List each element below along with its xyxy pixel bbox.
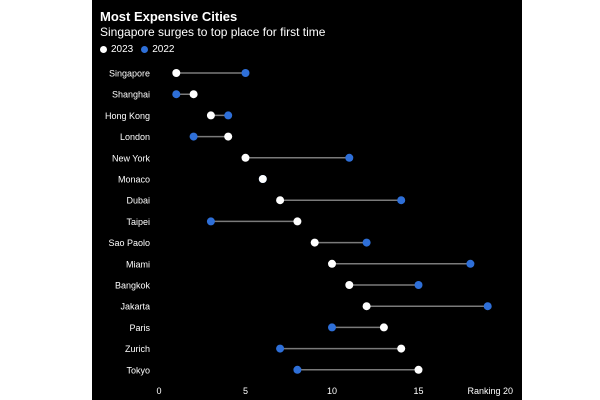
- x-tick-label: 15: [413, 386, 423, 396]
- chart-panel: Most Expensive Cities Singapore surges t…: [92, 0, 522, 400]
- category-label: New York: [112, 153, 151, 163]
- row-hong-kong: Hong Kong: [105, 111, 233, 121]
- row-monaco: Monaco: [118, 175, 267, 185]
- dot-2023: [379, 323, 388, 332]
- legend-item-2022: 2022: [141, 44, 175, 55]
- category-label: Miami: [126, 259, 150, 269]
- dot-2023: [241, 153, 250, 162]
- x-tick-label: Ranking 20: [467, 386, 513, 396]
- dot-2022: [276, 344, 285, 353]
- x-tick-label: 0: [156, 386, 161, 396]
- row-new-york: New York: [112, 153, 354, 163]
- dot-2022: [345, 153, 354, 162]
- category-label: Taipei: [126, 217, 150, 227]
- dot-2023: [224, 132, 233, 141]
- dot-2023: [362, 302, 371, 311]
- row-jakarta: Jakarta: [120, 302, 492, 312]
- row-taipei: Taipei: [126, 217, 302, 227]
- dot-2023: [258, 175, 267, 183]
- row-sao-paolo: Sao Paolo: [108, 238, 371, 248]
- category-label: Shanghai: [112, 90, 150, 100]
- dot-2023: [189, 90, 198, 99]
- chart-title: Most Expensive Cities: [100, 9, 238, 24]
- dot-2023: [397, 344, 406, 353]
- category-label: Jakarta: [120, 302, 150, 312]
- chart-subtitle: Singapore surges to top place for first …: [100, 25, 326, 39]
- x-tick-label: 10: [327, 386, 337, 396]
- dot-2023: [328, 259, 336, 268]
- legend: 2023 2022: [100, 44, 183, 55]
- row-bangkok: Bangkok: [115, 281, 423, 291]
- row-dubai: Dubai: [126, 196, 406, 206]
- dot-2022: [241, 69, 250, 77]
- dot-2023: [206, 111, 215, 120]
- category-label: Monaco: [118, 175, 150, 185]
- row-singapore: Singapore: [109, 69, 250, 79]
- category-label: Bangkok: [115, 281, 151, 291]
- dot-2022: [189, 132, 198, 141]
- dot-2022: [414, 281, 423, 289]
- dot-2022: [172, 90, 181, 99]
- dot-2022: [293, 365, 302, 374]
- dot-2023: [414, 365, 423, 374]
- dot-2023: [293, 217, 302, 226]
- category-label: Tokyo: [126, 365, 150, 375]
- category-label: Hong Kong: [105, 111, 150, 121]
- legend-label-2022: 2022: [152, 44, 175, 55]
- row-paris: Paris: [129, 323, 388, 333]
- row-london: London: [120, 132, 233, 142]
- dot-2022: [483, 302, 492, 311]
- row-miami: Miami: [126, 259, 475, 269]
- dot-2023: [310, 238, 319, 247]
- category-label: Paris: [129, 323, 150, 333]
- legend-item-2023: 2023: [100, 44, 133, 55]
- row-zurich: Zurich: [125, 344, 406, 354]
- row-tokyo: Tokyo: [126, 365, 423, 375]
- dot-2022: [466, 259, 475, 268]
- dot-2022: [328, 323, 336, 332]
- dot-2022: [362, 238, 371, 247]
- dot-2022: [206, 217, 215, 226]
- dot-2023: [276, 196, 285, 205]
- dumbbell-chart: Singapore Shanghai Hong Kong London New York…: [105, 69, 513, 397]
- dot-2022: [397, 196, 406, 205]
- legend-marker-2022: [141, 46, 149, 53]
- x-tick-label: 5: [243, 386, 248, 396]
- category-label: Zurich: [125, 344, 150, 354]
- legend-marker-2023: [100, 46, 107, 53]
- dot-2023: [172, 69, 181, 77]
- row-shanghai: Shanghai: [112, 90, 198, 100]
- category-label: Sao Paolo: [108, 238, 150, 248]
- legend-label-2023: 2023: [111, 44, 134, 55]
- category-label: Singapore: [109, 69, 150, 79]
- dot-2022: [224, 111, 233, 120]
- category-label: London: [120, 132, 150, 142]
- category-label: Dubai: [126, 196, 150, 206]
- dot-2023: [345, 281, 354, 289]
